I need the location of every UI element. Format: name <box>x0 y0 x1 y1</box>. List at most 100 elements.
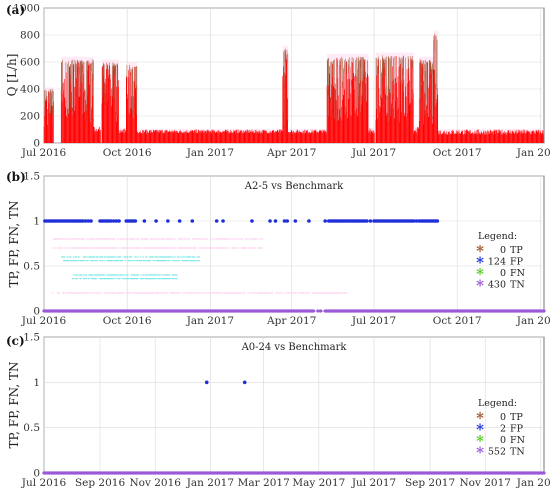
background-dot <box>133 260 135 262</box>
fp-point <box>117 219 121 223</box>
background-dot <box>75 260 78 262</box>
background-dot <box>220 238 222 240</box>
background-dot <box>159 292 162 294</box>
background-dot <box>141 278 144 280</box>
background-dot <box>210 247 212 249</box>
background-dot <box>100 274 103 276</box>
background-dot <box>253 247 256 249</box>
background-dot <box>190 247 192 249</box>
background-dot <box>155 256 157 258</box>
y-tick-label: 0 <box>33 468 40 480</box>
background-dot <box>85 247 87 249</box>
background-dot <box>235 292 238 294</box>
background-dot <box>331 292 333 294</box>
background-dot <box>107 292 109 294</box>
background-dot <box>123 256 125 258</box>
flow-segment <box>136 129 283 143</box>
background-dot <box>224 292 227 294</box>
background-dot <box>159 256 162 258</box>
background-dot <box>316 292 318 294</box>
background-dot <box>155 247 157 249</box>
background-dot <box>130 278 133 280</box>
background-dot <box>259 247 261 249</box>
y-tick-label: 800 <box>20 30 40 42</box>
background-dot <box>184 292 186 294</box>
legend-label: FP <box>510 424 524 435</box>
background-dot <box>261 292 264 294</box>
background-dot <box>53 247 55 249</box>
y-tick-label: 0 <box>33 306 40 318</box>
tn-point <box>542 309 546 313</box>
background-dot <box>109 274 111 276</box>
background-dot <box>226 247 229 249</box>
background-dot <box>106 278 108 280</box>
y-tick-label: 400 <box>20 84 40 96</box>
background-dot <box>56 238 59 240</box>
background-dot <box>217 292 219 294</box>
background-dot <box>95 247 97 249</box>
background-dot <box>261 238 264 240</box>
legend-star-icon: * <box>476 265 484 283</box>
background-dot <box>133 292 135 294</box>
background-dot <box>68 260 70 262</box>
background-dot <box>112 292 115 294</box>
panel-a-label: (a) <box>6 3 25 17</box>
background-dot <box>155 274 157 276</box>
background-dot <box>173 260 175 262</box>
background-dot <box>166 238 169 240</box>
background-dot <box>149 260 152 262</box>
background-dot <box>110 256 112 258</box>
background-dot <box>62 256 65 258</box>
background-dot <box>155 278 157 280</box>
background-dot <box>134 292 136 294</box>
background-dot <box>80 238 82 240</box>
background-dot <box>275 292 277 294</box>
background-dot <box>146 278 148 280</box>
background-dot <box>127 260 129 262</box>
panel-a-y-label: Q [L/h] <box>5 54 19 97</box>
legend-entry-tn: * 430 TN <box>476 277 525 295</box>
background-dot <box>107 278 109 280</box>
background-dot <box>87 260 89 262</box>
background-dot <box>185 292 188 294</box>
fp-point <box>86 219 91 223</box>
background-dot <box>198 260 201 262</box>
background-dot <box>63 256 66 258</box>
background-dot <box>119 238 122 240</box>
background-dot <box>225 292 228 294</box>
background-dot <box>134 278 136 280</box>
background-dot <box>135 292 137 294</box>
background-dot <box>164 256 166 258</box>
background-dot <box>102 238 105 240</box>
background-dot <box>58 247 60 249</box>
background-dot <box>345 292 348 294</box>
background-dot <box>161 238 163 240</box>
background-dot <box>176 247 179 249</box>
background-dot <box>96 247 98 249</box>
background-dot <box>119 260 122 262</box>
background-dot <box>240 247 242 249</box>
background-dot <box>165 274 167 276</box>
background-dot <box>221 292 223 294</box>
background-dot <box>78 247 80 249</box>
background-dot <box>208 292 210 294</box>
background-dot <box>119 256 122 258</box>
background-dot <box>104 256 106 258</box>
legend-label: TN <box>510 447 525 458</box>
background-dot <box>280 292 283 294</box>
background-dot <box>187 260 190 262</box>
background-dot <box>82 278 85 280</box>
background-dot <box>109 247 111 249</box>
background-dot <box>90 238 92 240</box>
legend-entry-tp: * 0 TP <box>476 409 523 427</box>
background-dot <box>73 292 76 294</box>
background-dot <box>71 292 73 294</box>
background-dot <box>212 292 214 294</box>
background-dot <box>147 260 149 262</box>
background-dot <box>70 256 72 258</box>
background-dot <box>84 247 87 249</box>
background-dot <box>90 292 92 294</box>
panel-c-points <box>42 380 546 475</box>
background-dot <box>167 274 170 276</box>
background-dot <box>232 292 235 294</box>
